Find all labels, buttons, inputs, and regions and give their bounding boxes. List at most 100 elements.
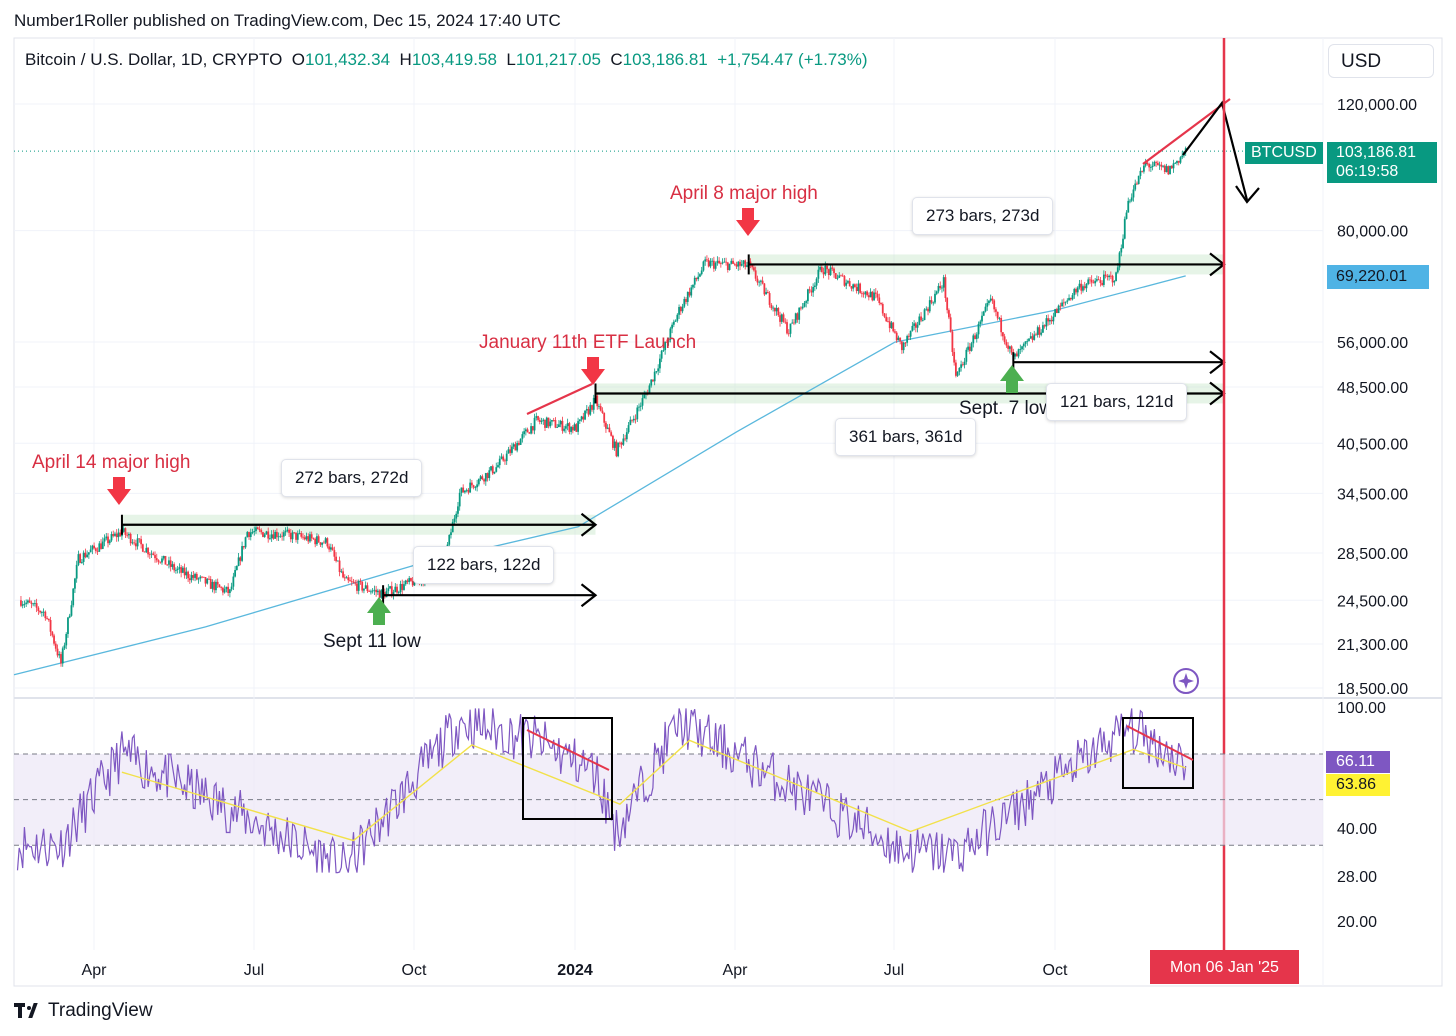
candle-body: [1087, 279, 1090, 284]
candle-body: [935, 291, 938, 294]
candle-body: [1177, 160, 1180, 163]
tradingview-logo[interactable]: TradingView: [14, 1000, 153, 1022]
candle-body: [397, 592, 400, 593]
candle: [660, 349, 663, 363]
candle: [944, 274, 947, 302]
candle: [639, 402, 642, 412]
candle: [96, 547, 99, 556]
candle-body: [335, 556, 337, 562]
candle-body: [934, 293, 936, 303]
candle-body: [324, 538, 327, 543]
candle: [1111, 274, 1114, 287]
candle-body: [89, 549, 92, 553]
candle: [512, 442, 515, 450]
candle: [1082, 284, 1084, 293]
candle: [474, 485, 477, 491]
candle: [408, 575, 411, 585]
candle: [798, 307, 801, 324]
candle: [754, 266, 757, 282]
candle: [927, 306, 929, 316]
candle-body: [960, 364, 963, 368]
candle-body: [86, 554, 89, 558]
candle-body: [275, 531, 278, 538]
candle: [359, 578, 362, 585]
candle: [1022, 342, 1025, 351]
range-label-272[interactable]: 272 bars, 272d: [281, 459, 423, 497]
candle: [847, 279, 849, 284]
candle-body: [678, 307, 680, 315]
candle: [712, 256, 715, 272]
candle-body: [225, 586, 228, 590]
candle: [904, 341, 907, 347]
candle-body: [122, 528, 125, 532]
candle: [274, 529, 277, 539]
candle-body: [1055, 309, 1058, 314]
candle-body: [1052, 316, 1055, 322]
candle-body: [1089, 279, 1091, 281]
candle: [303, 535, 306, 541]
candle-body: [309, 534, 311, 542]
candle-body: [723, 261, 726, 263]
range-label-122[interactable]: 122 bars, 122d: [413, 546, 555, 584]
candle: [989, 294, 992, 303]
candle: [136, 534, 139, 550]
candle: [169, 556, 172, 572]
candle-body: [312, 538, 315, 540]
candle: [284, 527, 287, 536]
candle-body: [164, 555, 167, 565]
candle: [126, 532, 129, 538]
candle-body: [357, 580, 360, 591]
candle: [183, 563, 186, 579]
candle-body: [949, 317, 952, 332]
candle: [63, 642, 66, 651]
candle-body: [1001, 332, 1004, 337]
candle: [77, 550, 80, 567]
candle-body: [194, 573, 196, 578]
candle: [665, 339, 668, 343]
candle-body: [1181, 155, 1184, 158]
candle-body: [887, 321, 889, 323]
range-label-273[interactable]: 273 bars, 273d: [912, 197, 1054, 235]
candle-body: [340, 571, 343, 573]
candle-body: [1092, 282, 1095, 284]
candle: [296, 530, 299, 544]
candle-body: [782, 314, 785, 322]
candle-body: [829, 267, 832, 276]
candle: [455, 511, 458, 523]
candle-body: [951, 331, 954, 353]
candle-body: [972, 335, 975, 344]
candle: [655, 370, 658, 374]
candle-body: [155, 558, 158, 561]
candle: [551, 419, 553, 426]
price-tick-label: 80,000.00: [1337, 224, 1408, 241]
range-label-361[interactable]: 361 bars, 361d: [835, 418, 977, 456]
candle-body: [852, 284, 855, 289]
candle: [234, 566, 237, 578]
candle: [481, 474, 484, 481]
candle: [867, 292, 870, 301]
candle: [1177, 160, 1180, 166]
currency-button[interactable]: USD: [1328, 44, 1434, 78]
candle-body: [119, 532, 122, 537]
candle-body: [338, 560, 341, 572]
candle-body: [1021, 346, 1023, 350]
candle-body: [514, 444, 517, 451]
candle: [612, 434, 614, 451]
candle-body: [213, 581, 216, 591]
candle-body: [706, 259, 708, 261]
candle-body: [610, 432, 613, 436]
candle-body: [110, 534, 113, 541]
candle: [208, 575, 210, 580]
candle: [105, 532, 108, 541]
candle-body: [707, 260, 710, 267]
candle: [575, 423, 578, 433]
range-label-121[interactable]: 121 bars, 121d: [1046, 383, 1188, 421]
candle-body: [843, 276, 846, 286]
candle: [876, 290, 879, 301]
candle-body: [1134, 183, 1137, 190]
candle-body: [582, 416, 585, 420]
candle-body: [930, 300, 933, 303]
candle: [1033, 330, 1036, 341]
candle: [855, 283, 858, 294]
